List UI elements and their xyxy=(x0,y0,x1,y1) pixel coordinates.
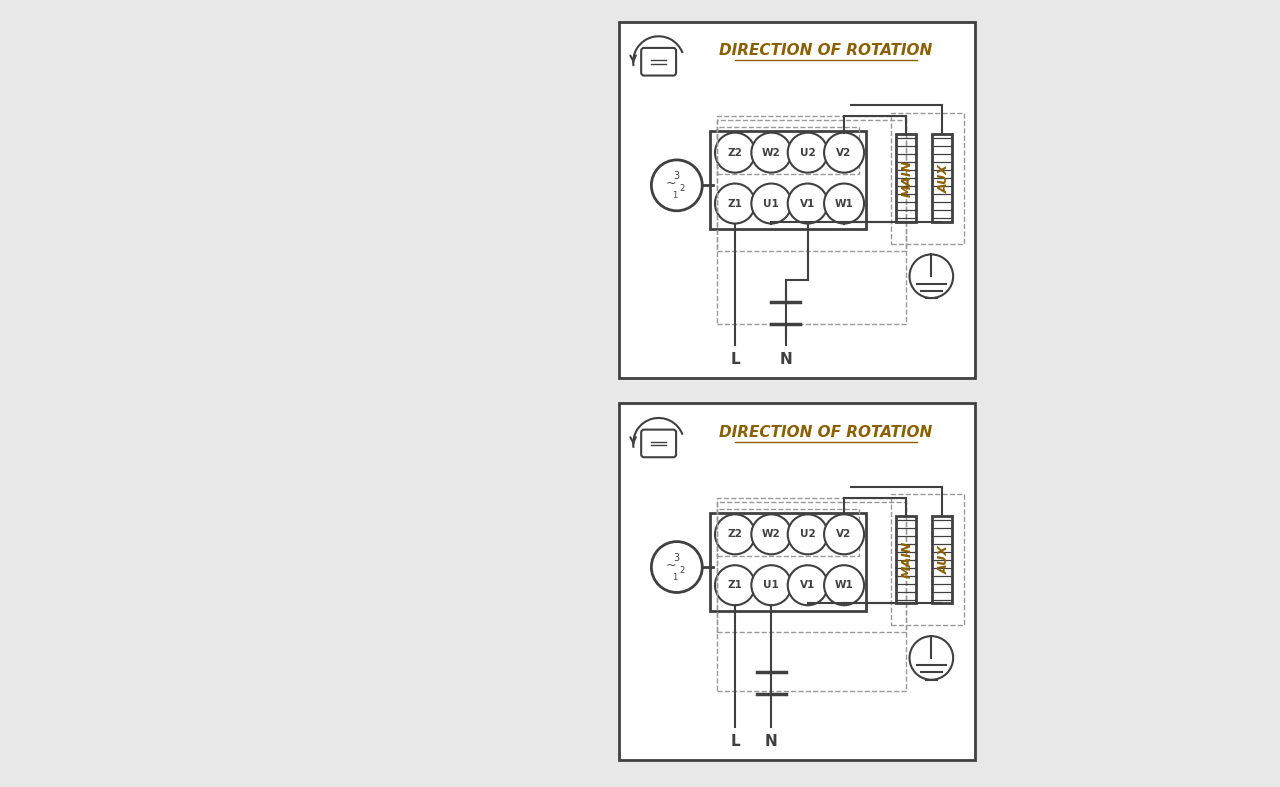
Text: 2: 2 xyxy=(680,184,685,194)
Text: Z2: Z2 xyxy=(727,530,742,539)
Text: MAIN: MAIN xyxy=(901,541,914,578)
Text: U2: U2 xyxy=(800,148,815,157)
Text: V2: V2 xyxy=(836,148,851,157)
Text: DIRECTION OF ROTATION: DIRECTION OF ROTATION xyxy=(719,43,933,58)
Text: V1: V1 xyxy=(800,198,815,209)
Text: MAIN: MAIN xyxy=(901,160,914,197)
Circle shape xyxy=(716,565,755,605)
Text: 1: 1 xyxy=(672,573,677,582)
Text: 1: 1 xyxy=(672,191,677,200)
Circle shape xyxy=(910,636,954,680)
Circle shape xyxy=(824,183,864,224)
Text: W2: W2 xyxy=(762,148,781,157)
Text: V2: V2 xyxy=(836,530,851,539)
Circle shape xyxy=(787,565,828,605)
Circle shape xyxy=(824,133,864,172)
Text: AUX: AUX xyxy=(937,545,951,575)
FancyBboxPatch shape xyxy=(709,512,865,611)
FancyBboxPatch shape xyxy=(618,22,975,378)
FancyBboxPatch shape xyxy=(641,48,676,76)
Text: L: L xyxy=(730,353,740,368)
Text: Z1: Z1 xyxy=(727,198,742,209)
Text: W2: W2 xyxy=(762,530,781,539)
Circle shape xyxy=(910,254,954,298)
Circle shape xyxy=(787,515,828,554)
FancyBboxPatch shape xyxy=(709,131,865,229)
Circle shape xyxy=(824,565,864,605)
Circle shape xyxy=(787,183,828,224)
Text: U1: U1 xyxy=(763,580,780,590)
FancyBboxPatch shape xyxy=(618,404,975,759)
Text: W1: W1 xyxy=(835,580,854,590)
Circle shape xyxy=(716,133,755,172)
Text: ~: ~ xyxy=(666,177,677,190)
Text: L: L xyxy=(730,734,740,749)
Text: 2: 2 xyxy=(680,566,685,575)
Text: N: N xyxy=(780,353,792,368)
Circle shape xyxy=(751,565,791,605)
Text: Z2: Z2 xyxy=(727,148,742,157)
Circle shape xyxy=(787,133,828,172)
Text: 3: 3 xyxy=(673,172,680,181)
Text: N: N xyxy=(765,734,778,749)
Text: Z1: Z1 xyxy=(727,580,742,590)
Text: 3: 3 xyxy=(673,553,680,563)
Text: U2: U2 xyxy=(800,530,815,539)
Circle shape xyxy=(751,133,791,172)
Text: U1: U1 xyxy=(763,198,780,209)
Text: V1: V1 xyxy=(800,580,815,590)
FancyBboxPatch shape xyxy=(641,430,676,457)
Text: DIRECTION OF ROTATION: DIRECTION OF ROTATION xyxy=(719,425,933,440)
Text: ~: ~ xyxy=(666,559,677,571)
Circle shape xyxy=(652,160,703,211)
Text: AUX: AUX xyxy=(937,164,951,193)
Circle shape xyxy=(716,515,755,554)
Circle shape xyxy=(652,541,703,593)
Circle shape xyxy=(824,515,864,554)
Circle shape xyxy=(716,183,755,224)
Circle shape xyxy=(751,515,791,554)
Circle shape xyxy=(751,183,791,224)
Text: W1: W1 xyxy=(835,198,854,209)
